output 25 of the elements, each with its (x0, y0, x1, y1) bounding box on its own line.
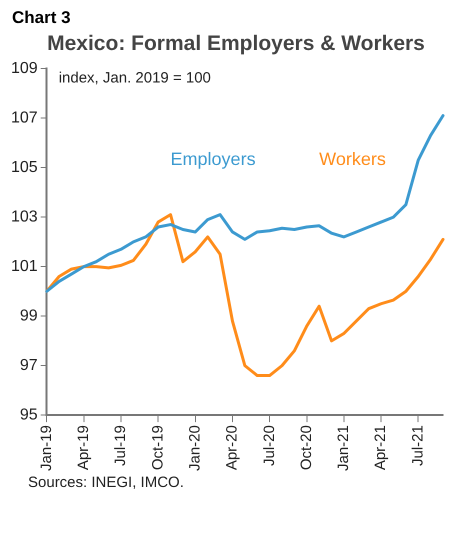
y-tick-label: 107 (10, 110, 38, 127)
x-tick-label: Jan-20 (186, 425, 204, 472)
x-tick-label: Jan-21 (335, 425, 352, 472)
y-axis-title: index, Jan. 2019 = 100 (58, 70, 211, 87)
source-note: Sources: INEGI, IMCO. (28, 474, 185, 491)
y-tick-label: 103 (10, 208, 38, 226)
x-tick-label: Jul-19 (112, 425, 130, 466)
y-tick-label: 105 (10, 159, 38, 176)
y-tick-label: 109 (10, 60, 38, 78)
x-tick-label: Apr-20 (224, 425, 241, 470)
x-tick-label: Apr-21 (372, 425, 390, 470)
x-tick-label: Apr-19 (74, 425, 92, 470)
chart-title: Mexico: Formal Employers & Workers (46, 32, 426, 56)
caption: Chart 3 (12, 8, 72, 28)
x-tick-label: Jul-20 (260, 425, 278, 466)
text: Employers (170, 149, 256, 170)
x-tick-label: Oct-19 (149, 425, 166, 470)
x-tick-label: Jul-21 (409, 425, 426, 466)
y-tick-label: 95 (20, 406, 38, 424)
y-tick-label: 101 (10, 258, 38, 276)
x-tick-label: Oct-20 (298, 425, 315, 470)
x-tick-label: Jan-19 (38, 425, 55, 472)
y-tick-label: 99 (20, 308, 38, 325)
y-tick-label: 97 (20, 357, 38, 374)
text: Workers (319, 149, 386, 170)
